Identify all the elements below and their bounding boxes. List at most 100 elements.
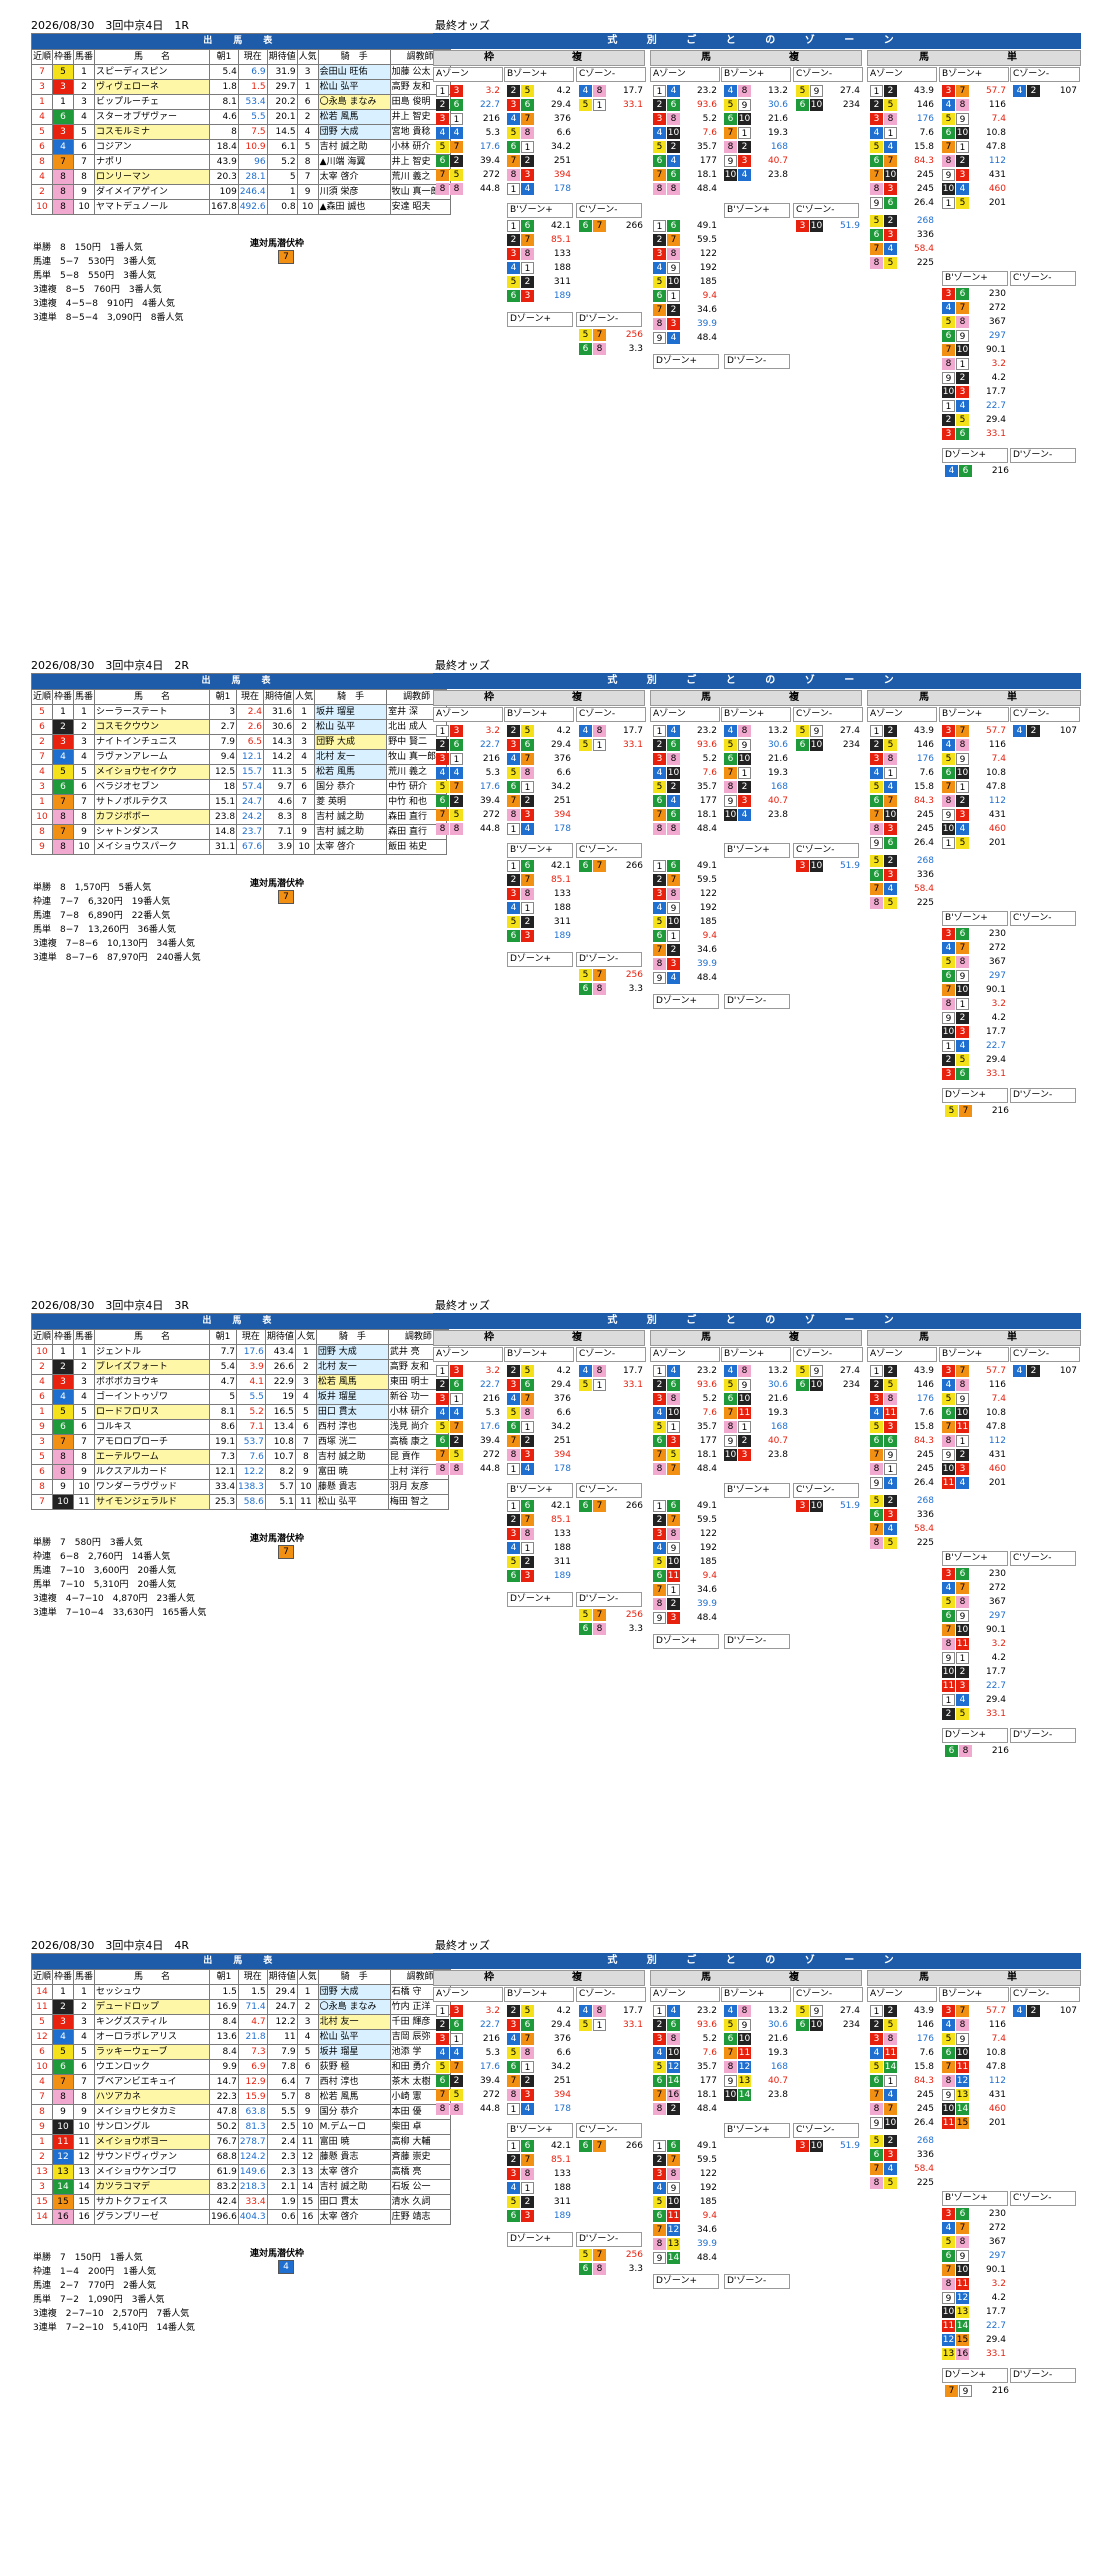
waku-b-row-second: 8 bbox=[521, 127, 534, 139]
tan-a-row-odds: 84.3 bbox=[913, 1436, 934, 1446]
table-row: 10 8 8 カフジボボー 23.8 24.2 8.3 8 吉村 誠之助 森田 直行 bbox=[30, 809, 448, 825]
tan-b-row-odds: 201 bbox=[988, 838, 1006, 848]
tan-a-extra-odds: 268 bbox=[916, 216, 934, 226]
waku-bprime-row-odds: 189 bbox=[553, 931, 571, 941]
umaren-a-row-odds: 93.6 bbox=[696, 740, 717, 750]
umaren-cprime-row-first: 3 bbox=[796, 1500, 809, 1512]
payout-line: 馬連 7−8 6,890円 22番人気 bbox=[33, 911, 171, 921]
umaren-bprime-row-odds: 39.9 bbox=[696, 319, 717, 329]
waku-bprime-row-second: 1 bbox=[521, 262, 534, 274]
waku-b-row-odds: 376 bbox=[553, 114, 571, 124]
odds-now: 21.8 bbox=[237, 2029, 268, 2045]
tan-a-row-odds: 245 bbox=[916, 1464, 934, 1474]
waku-b-row-odds: 178 bbox=[553, 824, 571, 834]
tan-a-row-second: 1 bbox=[884, 767, 897, 779]
tan-bprime-row-second: 15 bbox=[956, 2334, 969, 2346]
waku-b-row-second: 1 bbox=[521, 1421, 534, 1433]
umaren-b-row-second: 3 bbox=[738, 795, 751, 807]
tan-bprime-row-odds: 90.1 bbox=[985, 345, 1006, 355]
group-umaren: 馬 複 bbox=[650, 1330, 862, 1346]
horse-number: 3 bbox=[73, 734, 96, 750]
waku-number: 1 bbox=[52, 94, 75, 110]
umaren-a-row-second: 6 bbox=[667, 99, 680, 111]
expected-value: 9.7 bbox=[263, 779, 295, 795]
table-title: 出 馬 表 bbox=[31, 33, 451, 50]
tan-bprime-row-odds: 3.2 bbox=[991, 2279, 1006, 2289]
waku-bprime-row-first: 1 bbox=[507, 2140, 520, 2152]
tan-bprime-row-second: 4 bbox=[956, 1694, 969, 1706]
tan-b-row-odds: 57.7 bbox=[985, 726, 1006, 736]
odds-morning: 109 bbox=[209, 184, 239, 200]
umaren-b-row-odds: 23.8 bbox=[767, 810, 788, 820]
tan-a-extra-first: 6 bbox=[870, 2149, 883, 2161]
waku-b-row-odds: 394 bbox=[553, 170, 571, 180]
umaren-bprime-row-first: 5 bbox=[653, 916, 666, 928]
waku-a-row-second: 8 bbox=[450, 183, 463, 195]
col-now: 現在 bbox=[236, 1329, 266, 1345]
payout-line: 馬連 2−7 770円 2番人気 bbox=[33, 2281, 156, 2291]
jockey: 吉村 誠之助 bbox=[314, 809, 388, 825]
popularity: 7 bbox=[296, 169, 319, 185]
waku-a-row-first: 6 bbox=[436, 155, 449, 167]
tan-b-row-first: 9 bbox=[942, 1449, 955, 1461]
odds-morning: 7.3 bbox=[209, 1449, 238, 1465]
odds-now: 7.6 bbox=[236, 1449, 266, 1465]
tan-b-row-first: 10 bbox=[942, 183, 955, 195]
tan-a-extra-first: 5 bbox=[870, 2135, 883, 2147]
tan-a-row-odds: 7.6 bbox=[919, 1408, 934, 1418]
jockey: 西村 淳也 bbox=[315, 1419, 389, 1435]
pick-waku: 7 bbox=[278, 250, 294, 264]
table-row: 3 6 6 ベラジオセブン 18 57.4 9.7 6 国分 恭介 中竹 研介 bbox=[30, 779, 448, 795]
tan-bprime-row-first: 7 bbox=[942, 1624, 955, 1636]
tan-a-row-second: 6 bbox=[884, 837, 897, 849]
waku-number: 2 bbox=[52, 719, 75, 735]
tan-a-extra-odds: 58.4 bbox=[913, 2164, 934, 2174]
jockey: 会田山 旺佑 bbox=[317, 64, 391, 80]
zone-header-b: Bゾーン+ bbox=[504, 1347, 574, 1362]
jockey: 〇永島 まなみ bbox=[317, 94, 391, 110]
expected-value: 29.7 bbox=[266, 79, 298, 95]
recent-rank: 1 bbox=[30, 1404, 54, 1420]
zone-header-c: Cゾーン- bbox=[1010, 67, 1080, 82]
odds-now: 57.4 bbox=[236, 779, 265, 795]
waku-bprime-row-second: 6 bbox=[521, 2140, 534, 2152]
odds-now: 246.4 bbox=[237, 184, 268, 200]
umaren-a-row-odds: 7.6 bbox=[702, 768, 717, 778]
expected-value: 31.6 bbox=[263, 704, 295, 720]
tan-a-extra-odds: 336 bbox=[916, 230, 934, 240]
tan-b-row-second: 12 bbox=[956, 2075, 969, 2087]
tan-b-row-second: 4 bbox=[956, 183, 969, 195]
umaren-bprime-row-first: 8 bbox=[653, 2238, 666, 2250]
umaren-c-row-second: 10 bbox=[810, 739, 823, 751]
waku-b-row-first: 3 bbox=[507, 1379, 520, 1391]
recent-rank: 8 bbox=[30, 2104, 54, 2120]
waku-c-row-second: 8 bbox=[593, 725, 606, 737]
waku-a-row-second: 3 bbox=[450, 2005, 463, 2017]
expected-value: 43.4 bbox=[264, 1344, 296, 1360]
tan-bprime-row-first: 11 bbox=[942, 2320, 955, 2332]
umaren-a-row-first: 6 bbox=[653, 1435, 666, 1447]
waku-b-row-second: 3 bbox=[521, 169, 534, 181]
waku-a-row-odds: 17.6 bbox=[479, 1422, 500, 1432]
tan-b-row-second: 2 bbox=[956, 795, 969, 807]
odds-now: 58.6 bbox=[236, 1494, 266, 1510]
tan-a-extra-second: 2 bbox=[884, 855, 897, 867]
waku-c-row-second: 8 bbox=[593, 2005, 606, 2017]
waku-b-row-second: 1 bbox=[521, 141, 534, 153]
waku-a-row-odds: 272 bbox=[482, 810, 500, 820]
umaren-bprime-row-first: 6 bbox=[653, 290, 666, 302]
tan-a-row-first: 1 bbox=[870, 2005, 883, 2017]
recent-rank: 4 bbox=[30, 764, 54, 780]
waku-cprime-row-second: 7 bbox=[593, 860, 606, 872]
umaren-b-row-first: 9 bbox=[724, 1435, 737, 1447]
waku-a-row-first: 8 bbox=[436, 183, 449, 195]
tan-b-row-second: 8 bbox=[956, 1379, 969, 1391]
waku-a-row-second: 6 bbox=[450, 99, 463, 111]
tan-b-row-first: 9 bbox=[942, 809, 955, 821]
waku-number: 8 bbox=[52, 2089, 75, 2105]
tan-bprime-row-first: 5 bbox=[942, 1596, 955, 1608]
tan-bprime-row-second: 6 bbox=[956, 928, 969, 940]
popularity: 2 bbox=[296, 1999, 319, 2015]
waku-bprime-row-odds: 188 bbox=[553, 2183, 571, 2193]
odds-now: 33.4 bbox=[237, 2194, 268, 2210]
